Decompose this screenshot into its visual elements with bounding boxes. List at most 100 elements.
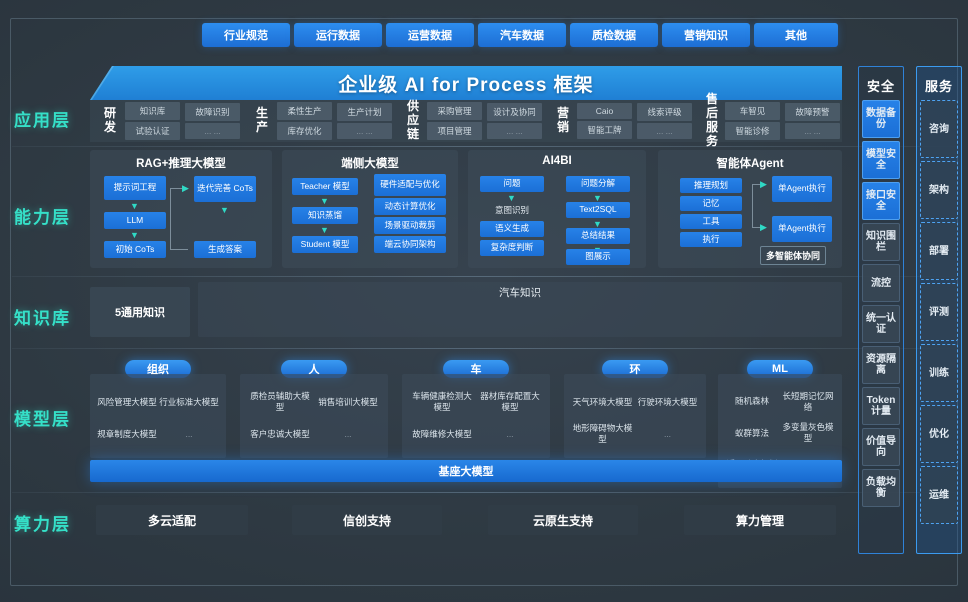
app-cell[interactable]: 柔性生产 库存优化 bbox=[277, 102, 332, 140]
capability-card-agent[interactable]: 智能体Agent 推理规划 记忆 工具 执行 ▶ ▶ 单Agent执行 单Age… bbox=[658, 150, 842, 268]
app-group-after-sales[interactable]: 售后服务 车智见 智能诊修 故障预警 ... ... bbox=[694, 92, 842, 148]
app-chip[interactable]: 采购管理 bbox=[427, 102, 482, 120]
capability-node[interactable]: 工具 bbox=[680, 214, 742, 229]
app-chip[interactable]: 设计及协同 bbox=[487, 103, 542, 121]
capability-node[interactable]: 推理规划 bbox=[680, 178, 742, 193]
compute-button-compute-management[interactable]: 算力管理 bbox=[684, 505, 836, 535]
model-item[interactable]: 长短期记忆网络 bbox=[782, 391, 834, 412]
model-item[interactable]: 天气环境大模型 bbox=[572, 396, 633, 407]
service-item-architecture[interactable]: 架构 bbox=[920, 161, 958, 219]
app-chip[interactable]: 故障预警 bbox=[785, 103, 840, 121]
service-item-evaluation[interactable]: 评测 bbox=[920, 283, 958, 341]
capability-node[interactable]: 单Agent执行 bbox=[772, 176, 832, 202]
model-item[interactable]: 行驶环境大模型 bbox=[637, 396, 698, 407]
service-item-consulting[interactable]: 咨询 bbox=[920, 100, 958, 158]
capability-node[interactable]: 端云协同架构 bbox=[374, 236, 446, 253]
app-chip[interactable]: 智能诊修 bbox=[725, 122, 780, 140]
capability-node[interactable]: 单Agent执行 bbox=[772, 216, 832, 242]
capability-card-ai4bi[interactable]: AI4BI 问题 ▼ 意图识别 语义生成 复杂度判断 问题分解 ▼ Text2S… bbox=[468, 150, 646, 268]
security-item-flow-control[interactable]: 流控 bbox=[862, 264, 900, 302]
app-cell[interactable]: 生产计划 ... ... bbox=[337, 103, 392, 139]
capability-node[interactable]: 语义生成 bbox=[480, 221, 544, 237]
capability-node[interactable]: 问题分解 bbox=[566, 176, 630, 192]
knowledge-chip-operations-data[interactable]: 运营数据 bbox=[386, 23, 474, 47]
capability-node[interactable]: 意图识别 bbox=[494, 205, 529, 216]
compute-button-cloud-native[interactable]: 云原生支持 bbox=[488, 505, 638, 535]
capability-node[interactable]: Student 模型 bbox=[292, 236, 358, 253]
capability-node[interactable]: 动态计算优化 bbox=[374, 198, 446, 215]
capability-node[interactable]: 问题 bbox=[480, 176, 544, 192]
model-item[interactable]: 随机森林 bbox=[734, 396, 769, 407]
service-item-optimization[interactable]: 优化 bbox=[920, 405, 958, 463]
model-item-more[interactable]: ... bbox=[344, 428, 352, 439]
app-chip-more[interactable]: ... ... bbox=[337, 123, 392, 139]
app-cell[interactable]: Caio 智能工牌 bbox=[577, 103, 632, 139]
knowledge-chip-vehicle-data[interactable]: 汽车数据 bbox=[478, 23, 566, 47]
model-item[interactable]: 风险管理大模型 bbox=[97, 396, 157, 407]
model-item[interactable]: 多变量灰色模型 bbox=[782, 422, 834, 443]
model-item[interactable]: 销售培训大模型 bbox=[318, 396, 378, 407]
capability-node[interactable]: 提示词工程 bbox=[104, 176, 166, 200]
model-item[interactable]: 蚁群算法 bbox=[734, 427, 769, 438]
security-item-knowledge-fence[interactable]: 知识围栏 bbox=[862, 223, 900, 261]
capability-node[interactable]: 初始 CoTs bbox=[104, 241, 166, 258]
app-chip[interactable]: 库存优化 bbox=[277, 122, 332, 140]
app-chip[interactable]: 智能工牌 bbox=[577, 121, 632, 139]
app-cell[interactable]: 设计及协同 ... ... bbox=[487, 103, 542, 139]
security-item-resource-isolation[interactable]: 资源隔离 bbox=[862, 346, 900, 384]
security-item-token-metering[interactable]: Token计量 bbox=[862, 387, 900, 425]
app-chip[interactable]: 生产计划 bbox=[337, 103, 392, 121]
app-group-marketing[interactable]: 营销 Caio 智能工牌 线索评级 ... ... bbox=[544, 100, 694, 142]
model-item-more[interactable]: ... bbox=[663, 428, 672, 439]
knowledge-chip-industry-standard[interactable]: 行业规范 bbox=[202, 23, 290, 47]
knowledge-chip-marketing-knowledge[interactable]: 营销知识 bbox=[662, 23, 750, 47]
security-item-load-balancing[interactable]: 负载均衡 bbox=[862, 469, 900, 507]
app-chip-more[interactable]: ... ... bbox=[785, 123, 840, 139]
service-item-deployment[interactable]: 部署 bbox=[920, 222, 958, 280]
capability-node[interactable]: 迭代完善 CoTs bbox=[194, 176, 256, 202]
model-item[interactable]: 行业标准大模型 bbox=[159, 396, 219, 407]
app-chip[interactable]: 故障识别 bbox=[185, 103, 240, 121]
service-item-training[interactable]: 训练 bbox=[920, 344, 958, 402]
security-item-unified-auth[interactable]: 统一认证 bbox=[862, 305, 900, 343]
capability-node[interactable]: 生成答案 bbox=[194, 241, 256, 258]
app-group-supply-chain[interactable]: 供应链 采购管理 项目管理 设计及协同 ... ... bbox=[394, 99, 544, 142]
service-item-operations[interactable]: 运维 bbox=[920, 466, 958, 524]
security-item-data-backup[interactable]: 数据备份 bbox=[862, 100, 900, 138]
capability-node[interactable]: 复杂度判断 bbox=[480, 240, 544, 256]
model-item[interactable]: 规章制度大模型 bbox=[97, 428, 157, 439]
capability-node[interactable]: Teacher 模型 bbox=[292, 178, 358, 195]
app-chip-more[interactable]: ... ... bbox=[637, 123, 692, 139]
security-item-value-orientation[interactable]: 价值导向 bbox=[862, 428, 900, 466]
app-chip[interactable]: 知识库 bbox=[125, 102, 180, 120]
app-chip-more[interactable]: ... ... bbox=[185, 123, 240, 139]
capability-node[interactable]: 执行 bbox=[680, 232, 742, 247]
capability-node[interactable]: 硬件适配与优化 bbox=[374, 174, 446, 196]
model-item[interactable]: 车辆健康检测大模型 bbox=[412, 391, 472, 412]
knowledge-general-card[interactable]: 5通用知识 bbox=[90, 287, 190, 337]
app-chip[interactable]: 试验认证 bbox=[125, 122, 180, 140]
app-group-production[interactable]: 生产 柔性生产 库存优化 生产计划 ... ... bbox=[242, 100, 394, 142]
capability-node[interactable]: Text2SQL bbox=[566, 202, 630, 218]
capability-node[interactable]: 图展示 bbox=[566, 249, 630, 265]
model-item[interactable]: 客户忠诚大模型 bbox=[250, 428, 310, 439]
knowledge-chip-other[interactable]: 其他 bbox=[754, 23, 838, 47]
capability-card-rag[interactable]: RAG+推理大模型 提示词工程 ▼ LLM ▼ 初始 CoTs 迭代完善 CoT… bbox=[90, 150, 272, 268]
capability-node[interactable]: 知识蒸馏 bbox=[292, 207, 358, 224]
model-item-more[interactable]: ... bbox=[506, 428, 514, 439]
security-item-model-security[interactable]: 模型安全 bbox=[862, 141, 900, 179]
compute-button-multi-cloud[interactable]: 多云适配 bbox=[96, 505, 248, 535]
app-cell[interactable]: 采购管理 项目管理 bbox=[427, 102, 482, 140]
app-cell[interactable]: 故障识别 ... ... bbox=[185, 103, 240, 139]
app-chip[interactable]: 线索评级 bbox=[637, 103, 692, 121]
app-group-rd[interactable]: 研发 知识库 试验认证 故障识别 ... ... bbox=[90, 100, 242, 142]
app-cell[interactable]: 故障预警 ... ... bbox=[785, 103, 840, 139]
compute-button-xinchuang[interactable]: 信创支持 bbox=[292, 505, 442, 535]
app-cell[interactable]: 车智见 智能诊修 bbox=[725, 102, 780, 140]
model-item[interactable]: 质检员辅助大模型 bbox=[250, 391, 310, 412]
app-chip[interactable]: 车智见 bbox=[725, 102, 780, 120]
capability-node[interactable]: LLM bbox=[104, 212, 166, 229]
knowledge-chip-operating-data[interactable]: 运行数据 bbox=[294, 23, 382, 47]
app-cell[interactable]: 知识库 试验认证 bbox=[125, 102, 180, 140]
capability-node[interactable]: 记忆 bbox=[680, 196, 742, 211]
